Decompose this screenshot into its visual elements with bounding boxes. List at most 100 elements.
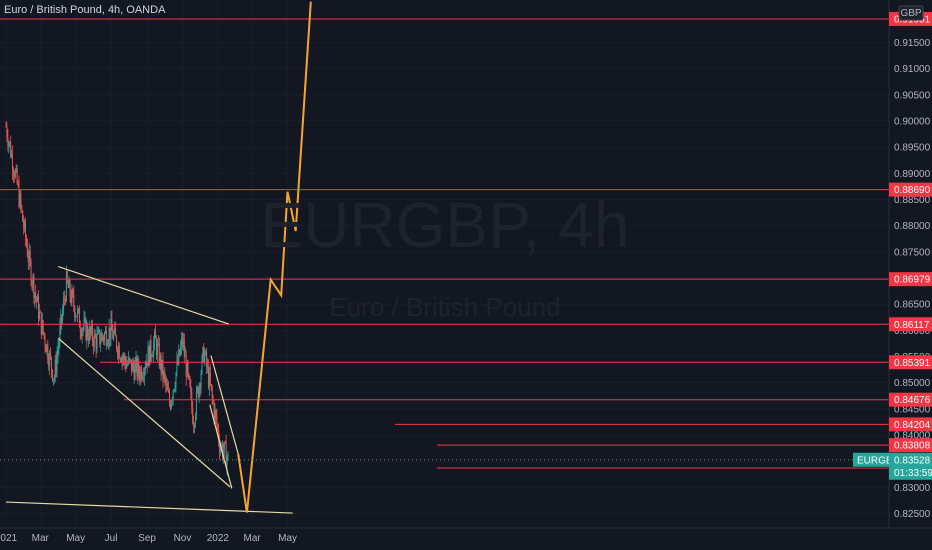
candle-body (28, 251, 30, 262)
candle-body (136, 358, 138, 377)
candle-body (66, 271, 68, 282)
candle-body (23, 221, 25, 229)
candle-body (180, 346, 182, 355)
candle-body (225, 442, 227, 467)
candle-body (129, 357, 131, 360)
candle-body (108, 327, 110, 343)
candle-body (172, 390, 174, 399)
candle-body (157, 343, 159, 345)
candle-body (114, 327, 116, 334)
candle-body (56, 355, 58, 372)
candle-body (46, 344, 48, 352)
candle-body (94, 333, 96, 338)
candle-body (119, 358, 121, 360)
candle-body (183, 341, 185, 357)
candle-body (166, 384, 168, 386)
candle-body (187, 362, 189, 374)
horizontal-levels[interactable] (0, 18, 889, 469)
candle-body (88, 337, 90, 342)
time-axis[interactable]: 2021 Mar May Jul Sep Nov 2022 Mar May (0, 533, 297, 544)
candle-body (17, 183, 19, 185)
candle-body (190, 386, 192, 393)
candle-body (164, 372, 166, 378)
candle-body (71, 289, 73, 303)
candle-body (170, 401, 172, 409)
candle-body (148, 346, 150, 366)
candle-body (98, 329, 100, 331)
price-tick-label: 0.89500 (894, 143, 931, 154)
price-level-tag (889, 438, 932, 453)
candle-body (9, 141, 11, 143)
candle-body (37, 296, 39, 302)
candle-body (16, 168, 18, 184)
candle-body (48, 360, 50, 367)
candle-body (132, 361, 134, 368)
symbol-title[interactable]: Euro / British Pound, 4h, OANDA (4, 4, 166, 16)
candle-body (104, 330, 106, 334)
candle-body (161, 359, 163, 373)
candle-body (34, 292, 36, 299)
candle-body (63, 298, 65, 311)
candle-body (135, 358, 137, 365)
candle-body (58, 342, 60, 349)
price-tick-label: 0.84500 (894, 404, 931, 415)
candle-body (64, 298, 66, 302)
candle-body (192, 407, 194, 424)
candle-body (113, 333, 115, 339)
price-tick-label: 0.82500 (894, 509, 931, 520)
candle-body (211, 387, 213, 398)
candle-body (95, 337, 97, 350)
current-price-label: 0.83528 (894, 455, 931, 466)
candle-body (36, 297, 38, 302)
candle-body (57, 348, 59, 356)
price-tick-label: 0.85000 (894, 378, 931, 389)
price-tick-label: 0.83000 (894, 483, 931, 494)
candle-body (38, 296, 40, 319)
candle-body (162, 359, 164, 379)
candle-body (74, 306, 76, 318)
candle-body (141, 368, 143, 379)
time-tick-label: Sep (138, 533, 156, 544)
candle-body (194, 415, 196, 425)
candle-body (76, 315, 78, 317)
currency-badge[interactable]: GBP (898, 5, 924, 21)
candle-body (182, 341, 184, 345)
candle-body (93, 333, 95, 347)
candle-body (64, 298, 66, 300)
candle-body (168, 390, 170, 392)
candle-body (124, 355, 126, 363)
time-tick-label: 2022 (207, 533, 230, 544)
candle-body (13, 174, 15, 178)
candle-body (50, 353, 52, 358)
price-level-tag (889, 182, 932, 197)
candle-body (40, 312, 42, 335)
price-level-tag-label: 0.85391 (894, 358, 931, 369)
candle-body (129, 359, 131, 361)
candle-body (127, 363, 129, 365)
candle-body (134, 364, 136, 380)
candle-body (20, 193, 22, 207)
candle-body (204, 354, 206, 363)
candle-body (145, 361, 147, 368)
candle-body (52, 378, 54, 381)
candle-body (99, 329, 101, 345)
candle-body (60, 314, 62, 327)
trendlines[interactable] (5, 265, 293, 514)
candle-body (116, 348, 118, 356)
candle-body (176, 360, 178, 373)
candle-body (21, 206, 23, 211)
price-level-tag (889, 272, 932, 287)
projection-path[interactable] (237, 1, 312, 513)
candle-body (197, 388, 199, 398)
time-tick-label: 2021 (0, 533, 18, 544)
candle-body (158, 343, 160, 367)
candle-body (227, 452, 229, 458)
candle-body (117, 346, 119, 356)
candle-body (67, 281, 69, 289)
time-tick-label: May (66, 533, 85, 544)
candle-body (105, 330, 107, 346)
trendline (5, 501, 293, 514)
